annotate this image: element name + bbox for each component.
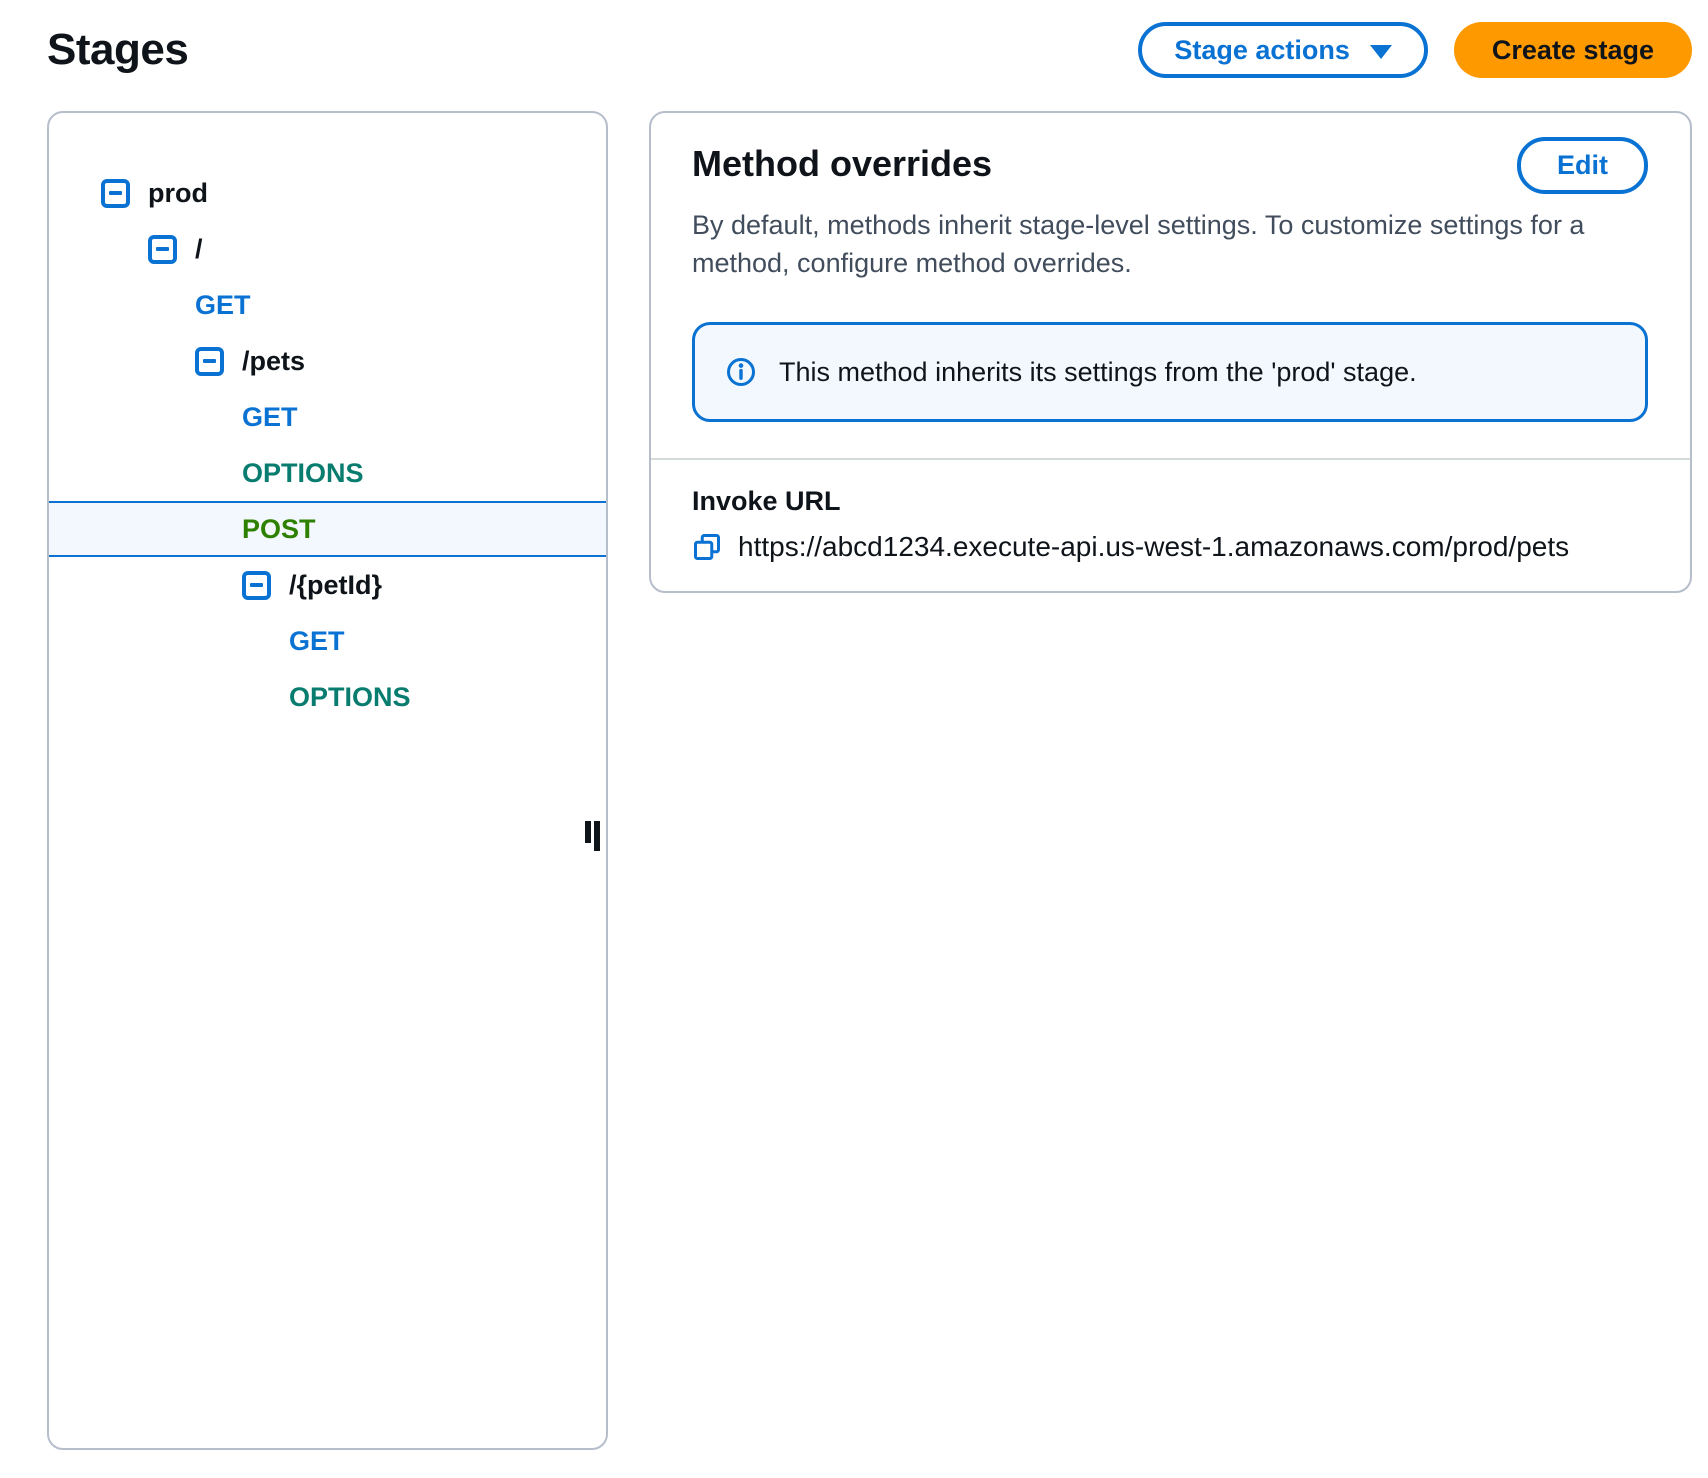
tree-method-pets-post[interactable]: POST xyxy=(49,501,606,557)
create-stage-button[interactable]: Create stage xyxy=(1453,22,1692,78)
method-label: GET xyxy=(195,289,251,320)
method-label: OPTIONS xyxy=(289,681,411,712)
minus-square-icon[interactable] xyxy=(195,346,224,376)
tree-method-pets-get[interactable]: GET xyxy=(49,389,606,445)
method-label: POST xyxy=(242,513,316,544)
resource-label: /pets xyxy=(242,345,306,376)
minus-bar xyxy=(203,359,216,363)
minus-bar xyxy=(156,247,169,251)
invoke-url-value: https://abcd1234.execute-api.us-west-1.a… xyxy=(738,531,1570,562)
card-divider xyxy=(651,458,1690,460)
tree-resource-prod[interactable]: prod xyxy=(49,165,606,221)
tree-resize-handle[interactable] xyxy=(585,821,600,851)
minus-square-icon[interactable] xyxy=(148,234,177,264)
card-title: Method overrides xyxy=(692,143,993,184)
resize-grip-icon xyxy=(585,821,591,843)
tree-method-pets-options[interactable]: OPTIONS xyxy=(49,445,606,501)
stage-actions-button[interactable]: Stage actions xyxy=(1138,22,1428,78)
minus-bar xyxy=(109,191,122,195)
stages-tree-panel: prod / GET/pets GET OPTIONS POST /{petId} GET OP… xyxy=(47,111,608,1450)
tree-method-root-get[interactable]: GET xyxy=(49,277,606,333)
info-alert-text: This method inherits its settings from t… xyxy=(779,356,1417,387)
tree-method-petid-options[interactable]: OPTIONS xyxy=(49,669,606,725)
tree-resource-petid[interactable]: /{petId} xyxy=(49,557,606,613)
edit-button-label: Edit xyxy=(1557,150,1608,180)
invoke-url-label: Invoke URL xyxy=(692,486,841,516)
card-description: By default, methods inherit stage-level … xyxy=(692,210,1585,278)
method-overrides-section: Method overrides Edit By default, method… xyxy=(651,113,1690,458)
copy-icon xyxy=(693,533,720,560)
resource-label: prod xyxy=(148,177,208,208)
caret-down-icon xyxy=(1369,44,1392,59)
stage-actions-label: Stage actions xyxy=(1174,34,1350,65)
method-label: OPTIONS xyxy=(242,457,364,488)
resource-label: /{petId} xyxy=(289,569,383,600)
tree-resource-root[interactable]: / xyxy=(49,221,606,277)
method-label: GET xyxy=(242,401,298,432)
resource-label: / xyxy=(195,233,203,264)
invoke-url-section: Invoke URL https://abcd1234.execute-api.… xyxy=(651,460,1690,591)
copy-url-button[interactable] xyxy=(692,532,722,562)
minus-bar xyxy=(250,583,263,587)
page-title: Stages xyxy=(47,25,189,74)
edit-button[interactable]: Edit xyxy=(1517,137,1648,194)
tree-resource-pets[interactable]: /pets xyxy=(49,333,606,389)
tree-method-petid-get[interactable]: GET xyxy=(49,613,606,669)
resource-tree: prod / GET/pets GET OPTIONS POST /{petId} GET OP… xyxy=(49,113,606,725)
minus-square-icon[interactable] xyxy=(242,570,271,600)
page-header: Stages Stage actions Create stage xyxy=(0,0,1708,78)
method-label: GET xyxy=(289,625,345,656)
minus-square-icon[interactable] xyxy=(101,178,130,208)
method-overrides-card: Method overrides Edit By default, method… xyxy=(649,111,1692,593)
resize-grip-icon xyxy=(594,821,600,851)
header-actions: Stage actions Create stage xyxy=(1138,22,1692,78)
create-stage-label: Create stage xyxy=(1491,34,1654,65)
info-alert: This method inherits its settings from t… xyxy=(692,322,1648,422)
info-circle-icon xyxy=(727,358,755,386)
main-content: prod / GET/pets GET OPTIONS POST /{petId} GET OP… xyxy=(47,111,1692,1450)
